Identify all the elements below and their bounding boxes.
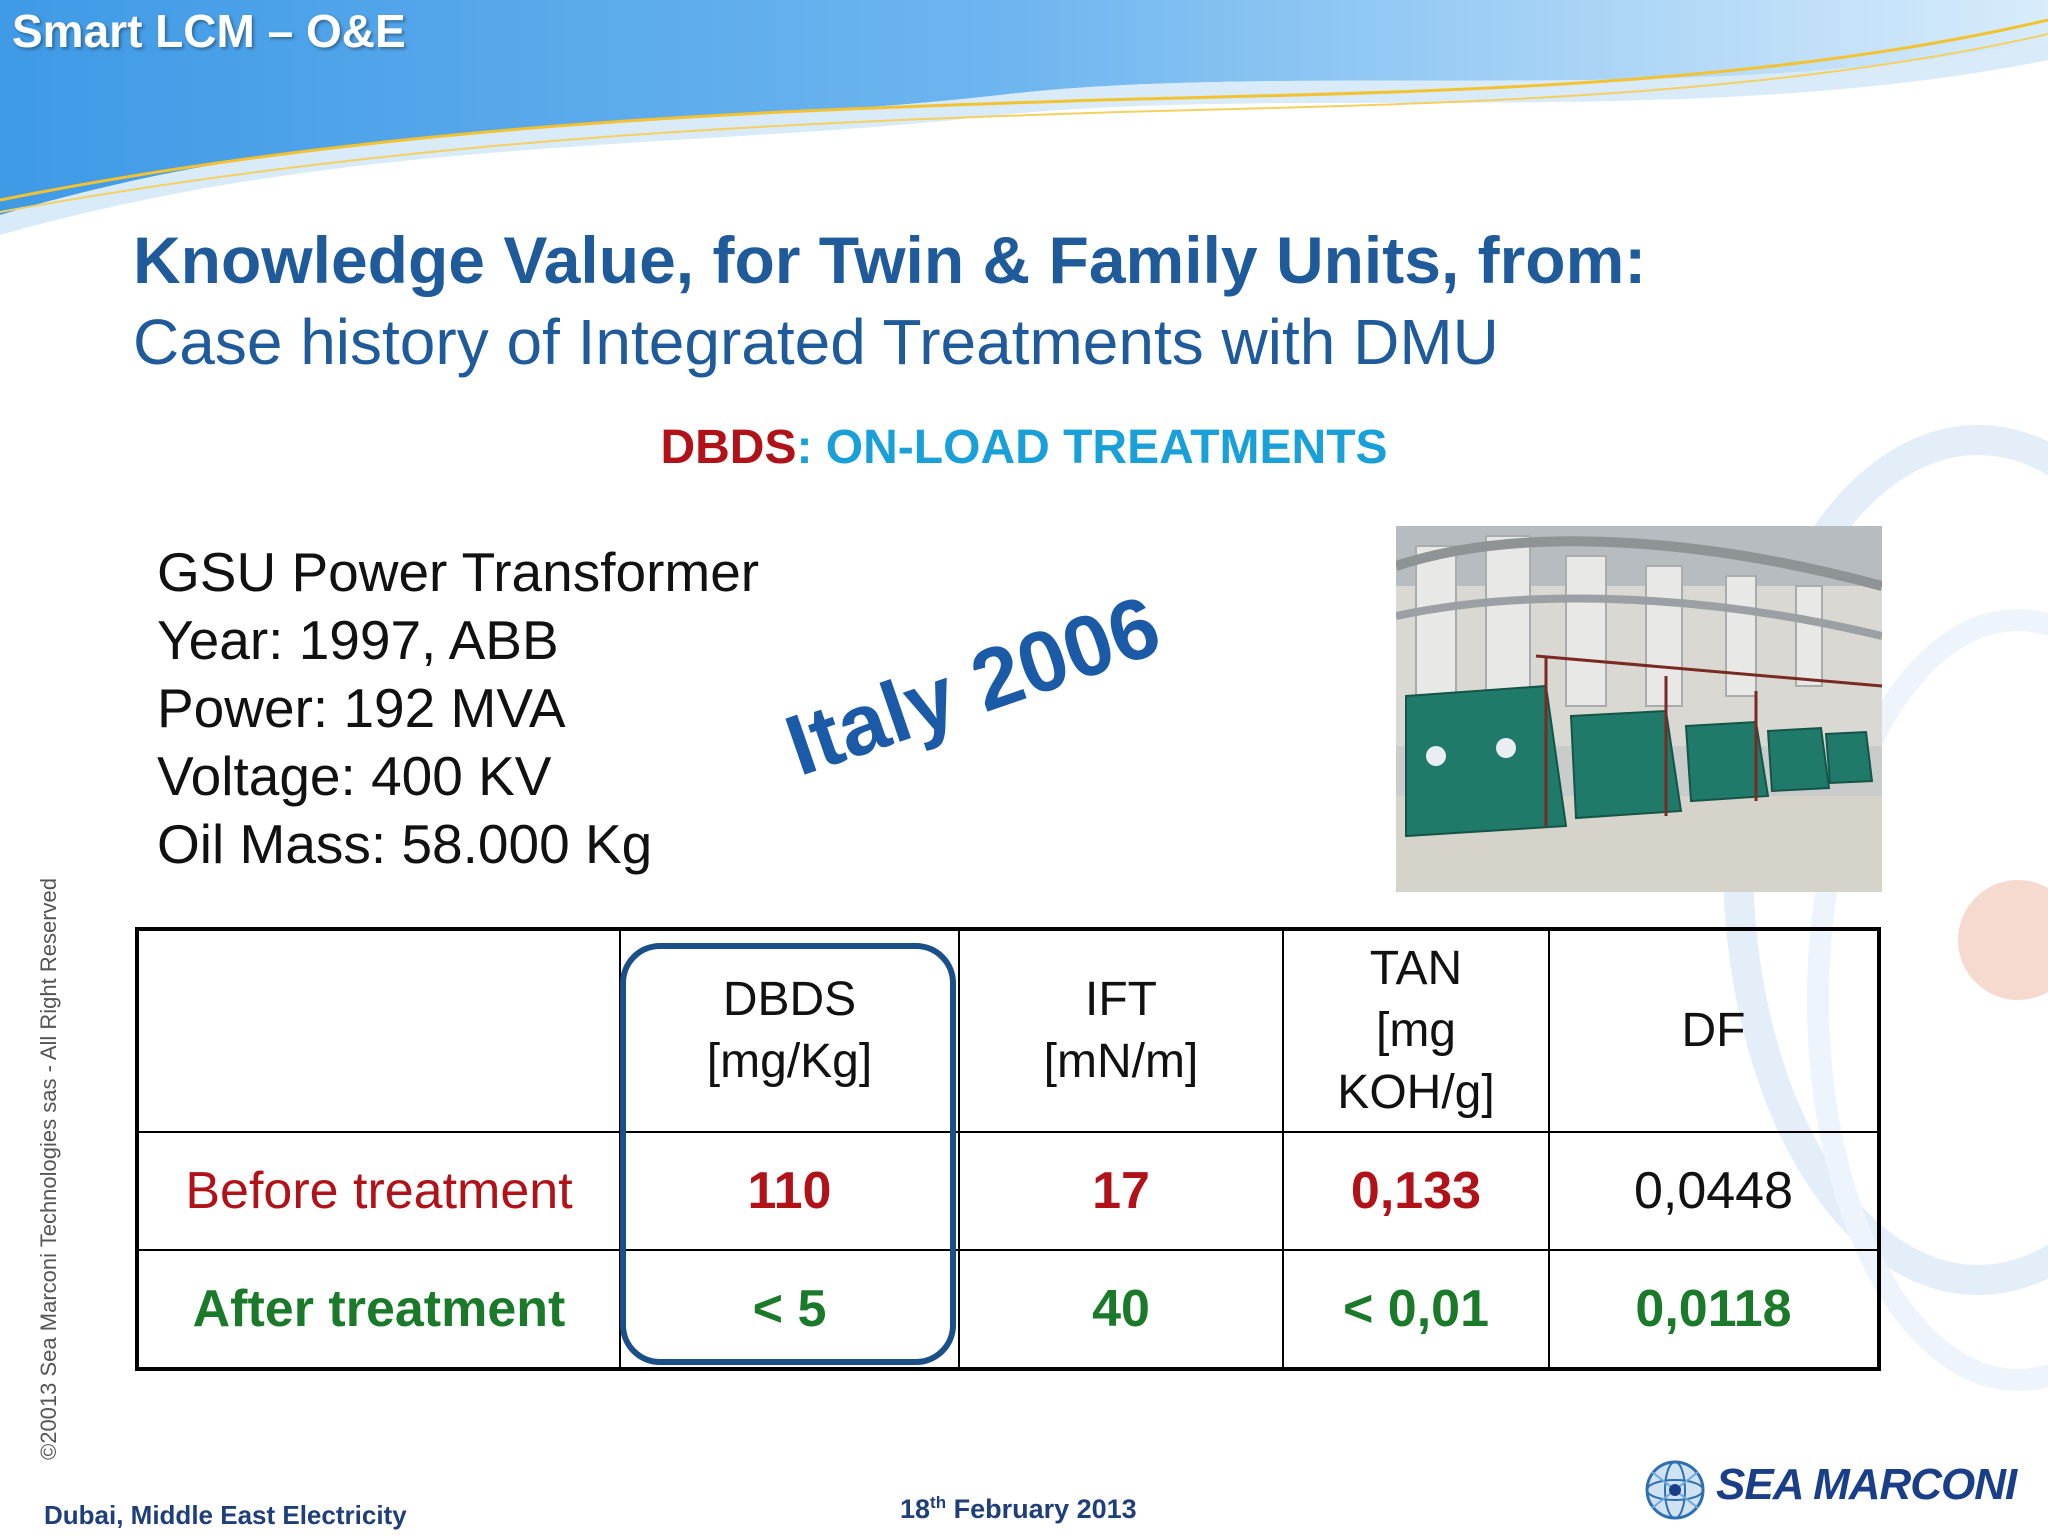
cell-ift: 40 (958, 1249, 1284, 1370)
spec-line: Power: 192 MVA (157, 677, 566, 739)
cell-df: 0,0118 (1548, 1249, 1880, 1370)
date-day: 18 (900, 1494, 931, 1524)
row-label: Before treatment (136, 1131, 621, 1251)
table-header-tan: TAN [mg KOH/g] (1282, 928, 1550, 1133)
row-label: After treatment (136, 1249, 621, 1370)
date-suffix: th (930, 1493, 947, 1512)
cell-dbds: 110 (619, 1131, 960, 1251)
cell-tan: < 0,01 (1282, 1249, 1550, 1370)
logo-globe-icon (1645, 1460, 1705, 1520)
spec-line: Year: 1997, ABB (157, 609, 559, 671)
table-row-before: Before treatment 110 17 0,133 0,0448 (136, 1131, 1880, 1251)
slide-title: Knowledge Value, for Twin & Family Units… (133, 223, 1647, 297)
footer-date: 18th February 2013 (900, 1493, 1137, 1525)
logo-text: SEA MARCONI (1716, 1460, 2017, 1509)
copyright-notice: ©20013 Sea Marconi Technologies sas - Al… (36, 877, 61, 1460)
spec-line: Oil Mass: 58.000 Kg (157, 813, 653, 875)
header-text: DBDS [mg/Kg] (706, 973, 873, 1088)
date-rest: February 2013 (946, 1494, 1137, 1524)
site-photo (1396, 526, 1882, 892)
table-header-empty (136, 928, 621, 1133)
footer-location: Dubai, Middle East Electricity (44, 1500, 407, 1530)
slide-subtitle: Case history of Integrated Treatments wi… (133, 306, 1499, 378)
table-header-row: DBDS [mg/Kg] IFT [mN/m] TAN [mg KOH/g] D… (136, 928, 1880, 1133)
table-header-ift: IFT [mN/m] (958, 928, 1284, 1133)
header-text: IFT [mN/m] (1043, 973, 1199, 1088)
header-text: TAN [mg KOH/g] (1337, 942, 1495, 1119)
cell-dbds: < 5 (619, 1249, 960, 1370)
table-row-after: After treatment < 5 40 < 0,01 0,0118 (136, 1249, 1880, 1370)
section-heading-blue: : ON-LOAD TREATMENTS (796, 421, 1388, 474)
treatment-results-table: DBDS [mg/Kg] IFT [mN/m] TAN [mg KOH/g] D… (135, 927, 1881, 1371)
transformer-specs: GSU Power Transformer Year: 1997, ABB Po… (157, 538, 759, 878)
header-text: DF (1681, 1004, 1746, 1057)
header-wave-background (0, 0, 2048, 235)
table-header-df: DF (1548, 928, 1880, 1133)
cell-ift: 17 (958, 1131, 1284, 1251)
sea-marconi-logo: SEA MARCONI (1640, 1452, 2030, 1528)
table-header-dbds: DBDS [mg/Kg] (619, 928, 960, 1133)
spec-line: GSU Power Transformer (157, 541, 760, 603)
location-year-stamp: Italy 2006 (774, 577, 1172, 795)
cell-tan: 0,133 (1282, 1131, 1550, 1251)
section-heading-red: DBDS (660, 421, 797, 474)
spec-line: Voltage: 400 KV (157, 745, 552, 807)
section-heading: DBDS: ON-LOAD TREATMENTS (0, 420, 2048, 475)
header-title: Smart LCM – O&E (12, 5, 406, 57)
cell-df: 0,0448 (1548, 1131, 1880, 1251)
